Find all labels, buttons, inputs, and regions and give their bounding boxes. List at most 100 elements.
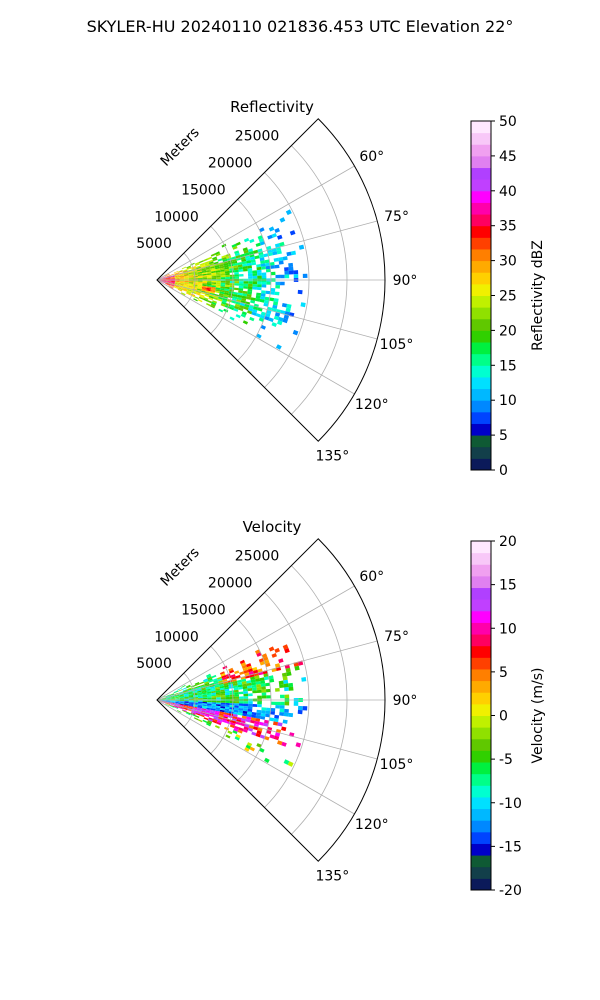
echo-cell — [170, 701, 176, 702]
echo-cell — [216, 273, 221, 276]
echo-cell — [282, 256, 288, 261]
theta-tick-label: 60° — [359, 149, 384, 165]
echo-cell — [192, 690, 198, 693]
echo-cell — [186, 711, 191, 715]
echo-cell — [174, 705, 179, 708]
echo-cell — [187, 688, 192, 691]
echo-cell — [215, 253, 221, 257]
echo-cell — [282, 719, 288, 724]
echo-cell — [211, 272, 216, 275]
echo-cell — [166, 281, 171, 283]
theta-tick-label: 135° — [315, 448, 349, 464]
echo-cell — [288, 686, 294, 691]
echo-cell — [256, 333, 262, 339]
echo-cell — [224, 268, 230, 272]
colorbar-segment — [471, 365, 491, 378]
echo-cell — [206, 270, 212, 273]
echo-cell — [247, 310, 253, 315]
echo-cell — [179, 277, 185, 279]
echo-cell — [229, 694, 235, 697]
echo-cell — [197, 694, 203, 696]
echo-cell — [274, 227, 280, 233]
echo-cell — [205, 713, 210, 716]
echo-cell — [261, 275, 267, 279]
echo-cell — [258, 317, 265, 322]
echo-cell — [210, 266, 215, 269]
echo-cell — [275, 344, 282, 350]
echo-cell — [165, 694, 170, 697]
echo-cell — [220, 284, 226, 287]
colorbar-segment — [471, 411, 491, 424]
echo-cell — [261, 272, 267, 276]
echo-cell — [211, 277, 217, 280]
echo-cell — [261, 266, 266, 270]
echo-cell — [188, 705, 193, 708]
echo-cell — [244, 723, 250, 728]
echo-cell — [238, 269, 244, 272]
echo-cell — [243, 726, 249, 731]
echo-cell — [178, 286, 184, 289]
echo-cell — [166, 700, 171, 701]
r-tick-label: 25000 — [235, 549, 280, 565]
echo-cell — [178, 287, 183, 291]
echo-cell — [210, 289, 216, 293]
echo-cell — [175, 281, 180, 283]
echo-cell — [206, 721, 212, 725]
colorbar-segment — [471, 796, 491, 810]
echo-cell — [161, 698, 166, 700]
echo-cell — [211, 283, 217, 286]
echo-cell — [275, 274, 281, 279]
echo-cell — [279, 684, 285, 688]
echo-cell — [283, 759, 290, 765]
echo-cell — [261, 695, 267, 699]
echo-cell — [174, 275, 180, 277]
echo-cell — [251, 311, 257, 316]
echo-cell — [236, 297, 242, 301]
echo-cell — [246, 296, 252, 300]
echo-cell — [202, 705, 207, 708]
echo-cell — [184, 698, 189, 700]
echo-cell — [225, 673, 231, 677]
echo-cell — [215, 251, 220, 255]
echo-cell — [284, 274, 290, 279]
echo-cell — [247, 248, 253, 253]
echo-cell — [183, 285, 189, 288]
echo-cell — [208, 261, 214, 265]
echo-cell — [233, 709, 239, 713]
colorbar-segment — [471, 446, 491, 459]
echo-cell — [206, 707, 212, 710]
echo-cell — [275, 281, 281, 286]
echo-cell — [187, 709, 192, 712]
r-tick-label: 25000 — [235, 129, 280, 145]
echo-cell — [206, 271, 212, 274]
echo-cell — [201, 287, 207, 290]
echo-cell — [265, 662, 271, 668]
echo-cell — [213, 717, 219, 721]
colorbar-segment — [471, 342, 491, 355]
theta-tick-label: 105° — [380, 757, 414, 773]
echo-cell — [184, 276, 189, 278]
echo-cell — [165, 703, 170, 705]
echo-cell — [243, 688, 248, 692]
echo-cell — [246, 716, 252, 720]
echo-cell — [166, 700, 171, 702]
echo-cell — [192, 285, 198, 288]
echo-cell — [226, 675, 232, 679]
echo-cell — [183, 692, 189, 695]
echo-cell — [220, 273, 226, 276]
echo-cell — [170, 696, 175, 698]
echo-cell — [188, 695, 194, 697]
echo-cell — [256, 269, 262, 273]
echo-cell — [253, 669, 259, 674]
echo-cell — [183, 287, 188, 291]
echo-cell — [186, 292, 191, 296]
echo-cell — [241, 664, 247, 669]
echo-cell — [235, 314, 241, 319]
echo-cell — [182, 710, 187, 713]
echo-cell — [226, 299, 232, 303]
echo-cell — [217, 678, 223, 682]
echo-cell — [197, 695, 203, 698]
echo-cell — [238, 266, 243, 270]
echo-cell — [246, 680, 252, 684]
echo-cell — [165, 703, 170, 706]
